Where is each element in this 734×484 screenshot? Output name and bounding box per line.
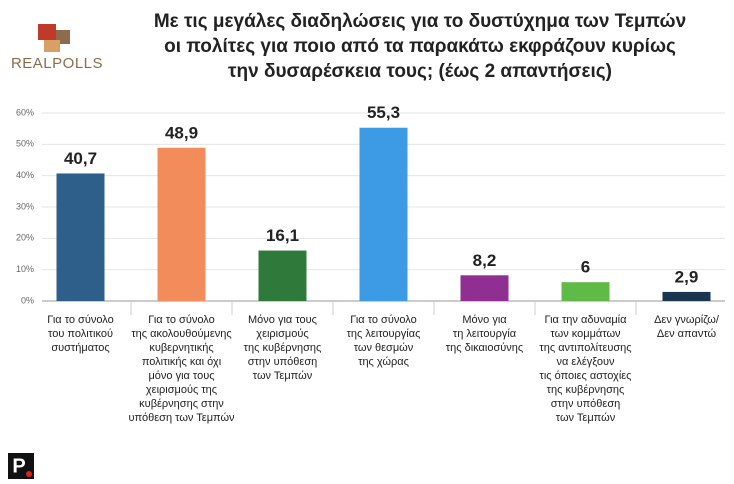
footer-logo: P	[12, 455, 25, 477]
x-tick-label: της κυβέρνησης	[547, 384, 625, 396]
chart-title: οι πολίτες για ποιο από τα παρακάτω εκφρ…	[164, 36, 676, 57]
x-tick-label: πολιτικής και όχι	[142, 356, 222, 368]
x-tick-label: τις όποιες αστοχίες	[540, 370, 632, 382]
x-tick-label: Δεν γνωρίζω/	[654, 314, 720, 326]
x-tick-label: των κομμάτων	[550, 328, 621, 340]
value-label: 8,2	[473, 251, 497, 270]
x-tick-label: της κυβέρνησης	[244, 342, 322, 354]
y-tick-label: 30%	[16, 201, 34, 211]
bar	[561, 282, 610, 301]
x-tick-label: κυβέρνησης στην	[139, 398, 224, 410]
y-tick-label: 20%	[16, 233, 34, 243]
x-tick-label: να ελέγξουν	[557, 356, 615, 368]
value-label: 40,7	[64, 149, 97, 168]
x-tick-label: υπόθεση των Τεμπών	[128, 412, 235, 424]
logo-text: REALPOLLS	[11, 55, 103, 72]
chart-title: Με τις μεγάλες διαδηλώσεις για το δυστύχ…	[154, 11, 686, 32]
value-label: 2,9	[675, 267, 699, 286]
footer-logo-dot	[26, 471, 32, 477]
bar	[359, 127, 408, 301]
y-tick-label: 10%	[16, 264, 34, 274]
chart-title: την δυσαρέσκεια τους; (έως 2 απαντήσεις)	[228, 61, 612, 82]
y-tick-label: 60%	[16, 107, 34, 117]
value-label: 16,1	[266, 226, 299, 245]
bar	[56, 173, 105, 301]
y-tick-label: 0%	[21, 295, 34, 305]
value-label: 48,9	[165, 123, 198, 142]
bar	[662, 291, 711, 301]
bar	[157, 147, 206, 301]
value-label: 55,3	[367, 103, 400, 122]
x-tick-label: των Τεμπών	[556, 412, 616, 424]
logo-block	[38, 24, 56, 40]
x-tick-label: της λειτουργίας	[347, 328, 421, 340]
x-tick-label: τη λειτουργία	[453, 328, 517, 340]
x-tick-label: κυβερνητικής	[149, 342, 213, 354]
x-tick-label: των θεσμών	[354, 342, 414, 354]
y-tick-label: 40%	[16, 170, 34, 180]
y-tick-label: 50%	[16, 139, 34, 149]
x-tick-label: του πολιτικού	[48, 328, 113, 340]
x-tick-label: χειρισμούς της	[146, 384, 217, 396]
x-tick-label: Δεν απαντώ	[657, 328, 717, 340]
value-label: 6	[581, 258, 590, 277]
x-tick-label: της δικαιοσύνης	[446, 342, 523, 354]
logo-mark	[38, 24, 70, 52]
x-tick-label: στην υπόθεση	[551, 398, 620, 410]
x-tick-label: Μόνο για τους	[248, 314, 317, 326]
x-tick-label: της χώρας	[358, 356, 409, 368]
x-tick-label: της αντιπολίτευσης	[539, 342, 631, 354]
x-tick-label: μόνο για τους	[148, 370, 214, 382]
x-tick-label: Για την αδυναμία	[545, 314, 628, 326]
x-tick-label: χειρισμούς	[256, 328, 308, 340]
bar	[258, 250, 307, 301]
x-tick-label: συστήματος	[51, 342, 109, 354]
x-tick-label: Για το σύνολο	[47, 314, 113, 326]
x-tick-label: Για το σύνολο	[350, 314, 416, 326]
x-tick-label: Μόνο για	[462, 314, 507, 326]
x-tick-label: στην υπόθεση	[248, 356, 317, 368]
bar	[460, 275, 509, 301]
x-tick-label: της ακολουθούμενης	[131, 328, 231, 340]
x-tick-label: των Τεμπών	[253, 370, 313, 382]
logo-block	[44, 40, 60, 52]
x-tick-label: Για το σύνολο	[148, 314, 214, 326]
